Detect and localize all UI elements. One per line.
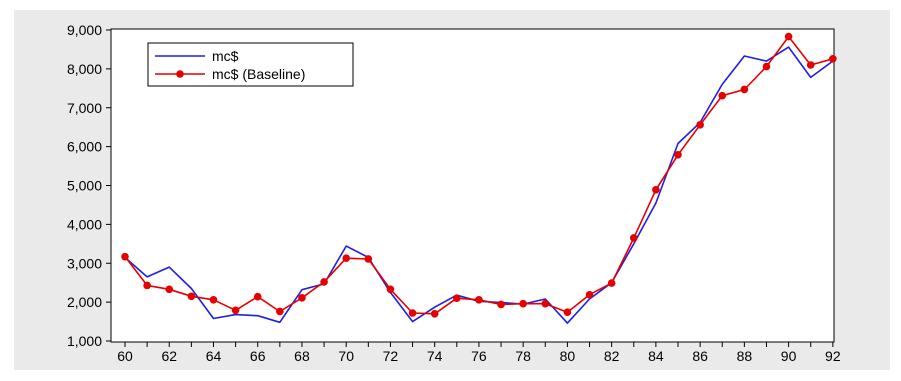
data-point-baseline	[276, 307, 284, 316]
legend-marker-baseline	[176, 70, 184, 78]
data-point-baseline	[563, 308, 572, 317]
data-point-baseline	[231, 306, 240, 315]
legend: mc$ mc$ (Baseline)	[147, 42, 354, 87]
x-axis: 60 62 64 66 68 70 72 74 76 78 80 82 84 86 88 90 92	[117, 342, 841, 364]
data-point-baseline	[652, 185, 660, 194]
x-tick-label: 66	[250, 348, 266, 364]
legend-label-baseline: mc$ (Baseline)	[212, 66, 305, 82]
data-point-baseline	[386, 285, 395, 294]
x-tick-label: 90	[781, 348, 797, 364]
data-point-baseline	[430, 309, 439, 318]
x-tick-label: 60	[117, 348, 133, 364]
data-point-baseline	[696, 121, 704, 129]
data-point-baseline	[342, 254, 351, 262]
data-point-baseline	[187, 292, 196, 301]
data-point-baseline	[762, 62, 771, 71]
data-point-baseline	[121, 252, 129, 261]
data-point-baseline	[143, 281, 151, 290]
x-tick-label: 68	[294, 348, 310, 364]
y-tick-label: 9,000	[67, 22, 102, 38]
data-point-baseline	[585, 290, 594, 299]
data-point-baseline	[740, 85, 749, 94]
data-point-baseline	[718, 91, 727, 100]
x-tick-label: 70	[338, 348, 354, 364]
data-point-baseline	[320, 278, 328, 286]
x-tick-label: 74	[427, 348, 443, 364]
data-point-baseline	[519, 299, 527, 308]
data-point-baseline	[209, 295, 218, 304]
data-point-baseline	[784, 32, 793, 41]
x-tick-label: 88	[737, 348, 753, 364]
x-tick-label: 78	[515, 348, 531, 364]
x-tick-label: 86	[692, 348, 708, 364]
data-point-baseline	[806, 61, 815, 69]
y-tick-label: 8,000	[67, 61, 102, 77]
data-point-baseline	[607, 279, 616, 287]
data-point-baseline	[298, 294, 306, 302]
series-layer	[121, 32, 837, 324]
x-tick-label: 76	[471, 348, 487, 364]
x-tick-label: 80	[560, 348, 576, 364]
x-tick-label: 62	[161, 348, 177, 364]
data-point-baseline	[364, 255, 373, 263]
y-tick-label: 4,000	[67, 216, 102, 232]
x-tick-label: 84	[648, 348, 664, 364]
data-point-baseline	[829, 54, 837, 63]
data-point-baseline	[629, 234, 638, 242]
x-tick-label: 82	[604, 348, 620, 364]
y-tick-label: 5,000	[67, 178, 102, 194]
legend-box	[147, 42, 354, 87]
x-tick-label: 64	[206, 348, 222, 364]
y-tick-label: 2,000	[67, 294, 102, 310]
legend-label-mc: mc$	[212, 48, 239, 64]
y-tick-label: 1,000	[67, 333, 102, 349]
y-tick-label: 6,000	[67, 139, 102, 155]
data-point-baseline	[541, 299, 550, 308]
data-point-baseline	[408, 309, 417, 317]
data-point-baseline	[475, 295, 483, 304]
data-point-baseline	[253, 292, 262, 301]
data-point-baseline	[165, 285, 174, 294]
y-tick-label: 3,000	[67, 255, 102, 271]
data-point-baseline	[674, 150, 682, 159]
x-tick-label: 72	[383, 348, 399, 364]
y-axis: 1,000 2,000 3,000 4,000 5,000 6,000 7,000 8,000…	[67, 22, 111, 349]
y-tick-label: 7,000	[67, 100, 102, 116]
data-point-baseline	[453, 294, 461, 303]
x-tick-label: 92	[825, 348, 841, 364]
data-point-baseline	[497, 300, 505, 309]
